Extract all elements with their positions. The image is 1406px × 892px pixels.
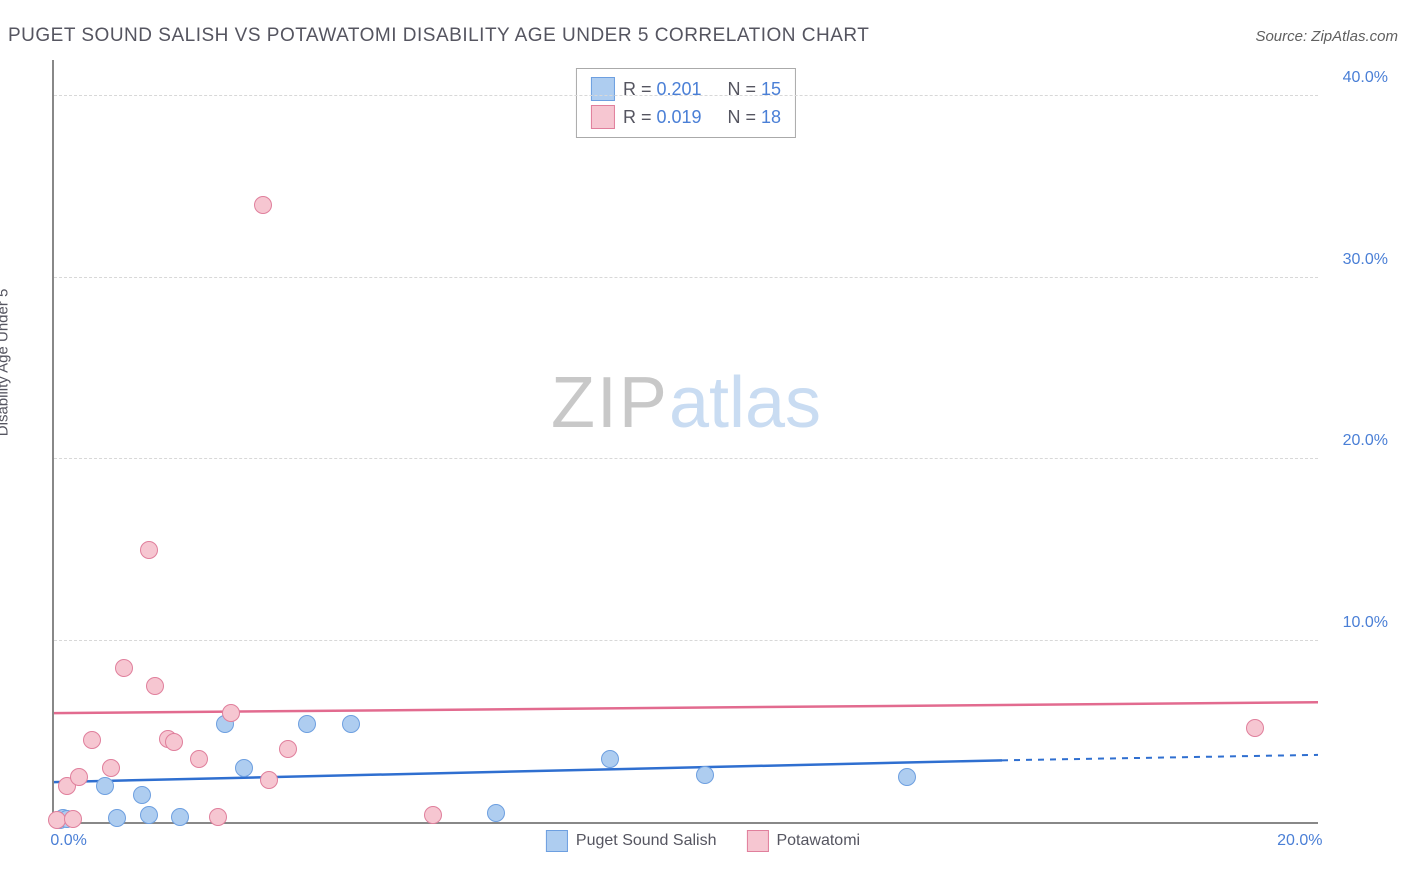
chart-title: PUGET SOUND SALISH VS POTAWATOMI DISABIL…	[8, 25, 869, 47]
scatter-point	[298, 715, 316, 733]
y-axis-label: Disability Age Under 5	[0, 289, 12, 437]
scatter-point	[487, 804, 505, 822]
trend-lines	[54, 60, 1318, 822]
scatter-point	[190, 750, 208, 768]
series-legend-item: Puget Sound Salish	[546, 830, 717, 852]
scatter-point	[696, 766, 714, 784]
scatter-point	[102, 759, 120, 777]
gridline	[54, 458, 1318, 459]
scatter-point	[222, 704, 240, 722]
scatter-point	[140, 806, 158, 824]
source-label: Source: ZipAtlas.com	[1255, 28, 1398, 45]
gridline	[54, 277, 1318, 278]
chart-container: Disability Age Under 5 ZIPatlas R = 0.20…	[8, 60, 1398, 884]
gridline	[54, 640, 1318, 641]
x-tick-label: 0.0%	[50, 832, 86, 850]
series-legend-item: Potawatomi	[746, 830, 860, 852]
gridline	[54, 95, 1318, 96]
legend-swatch	[546, 830, 568, 852]
scatter-point	[342, 715, 360, 733]
watermark-atlas: atlas	[669, 363, 821, 443]
scatter-point	[254, 196, 272, 214]
plot-area: ZIPatlas R = 0.201N = 15R = 0.019N = 18 …	[52, 60, 1318, 824]
scatter-point	[1246, 719, 1264, 737]
legend-r: R = 0.019	[623, 107, 702, 128]
y-tick-label: 40.0%	[1328, 69, 1388, 87]
correlation-legend: R = 0.201 N = 15 R = 0.019 N = 18	[576, 68, 796, 138]
watermark-zip: ZIP	[551, 363, 669, 443]
legend-swatch	[591, 105, 615, 129]
series-name: Puget Sound Salish	[576, 832, 717, 850]
legend-n: N = 15	[728, 79, 782, 100]
scatter-point	[133, 786, 151, 804]
scatter-point	[115, 659, 133, 677]
scatter-point	[165, 733, 183, 751]
legend-r: R = 0.201	[623, 79, 702, 100]
scatter-point	[140, 541, 158, 559]
legend-n: N = 18	[728, 107, 782, 128]
legend-row: R = 0.019 N = 18	[591, 103, 781, 131]
scatter-point	[146, 677, 164, 695]
y-tick-label: 10.0%	[1328, 614, 1388, 632]
legend-swatch	[591, 77, 615, 101]
scatter-point	[70, 768, 88, 786]
scatter-point	[601, 750, 619, 768]
scatter-point	[96, 777, 114, 795]
scatter-point	[898, 768, 916, 786]
scatter-point	[279, 740, 297, 758]
scatter-point	[108, 809, 126, 827]
scatter-point	[235, 759, 253, 777]
watermark: ZIPatlas	[551, 362, 821, 444]
series-name: Potawatomi	[776, 832, 860, 850]
series-legend: Puget Sound Salish Potawatomi	[546, 830, 860, 852]
y-tick-label: 30.0%	[1328, 251, 1388, 269]
scatter-point	[83, 731, 101, 749]
y-tick-label: 20.0%	[1328, 432, 1388, 450]
scatter-point	[64, 810, 82, 828]
scatter-point	[171, 808, 189, 826]
legend-swatch	[746, 830, 768, 852]
scatter-point	[209, 808, 227, 826]
x-tick-label: 20.0%	[1277, 832, 1322, 850]
scatter-point	[424, 806, 442, 824]
scatter-point	[260, 771, 278, 789]
legend-row: R = 0.201 N = 15	[591, 75, 781, 103]
